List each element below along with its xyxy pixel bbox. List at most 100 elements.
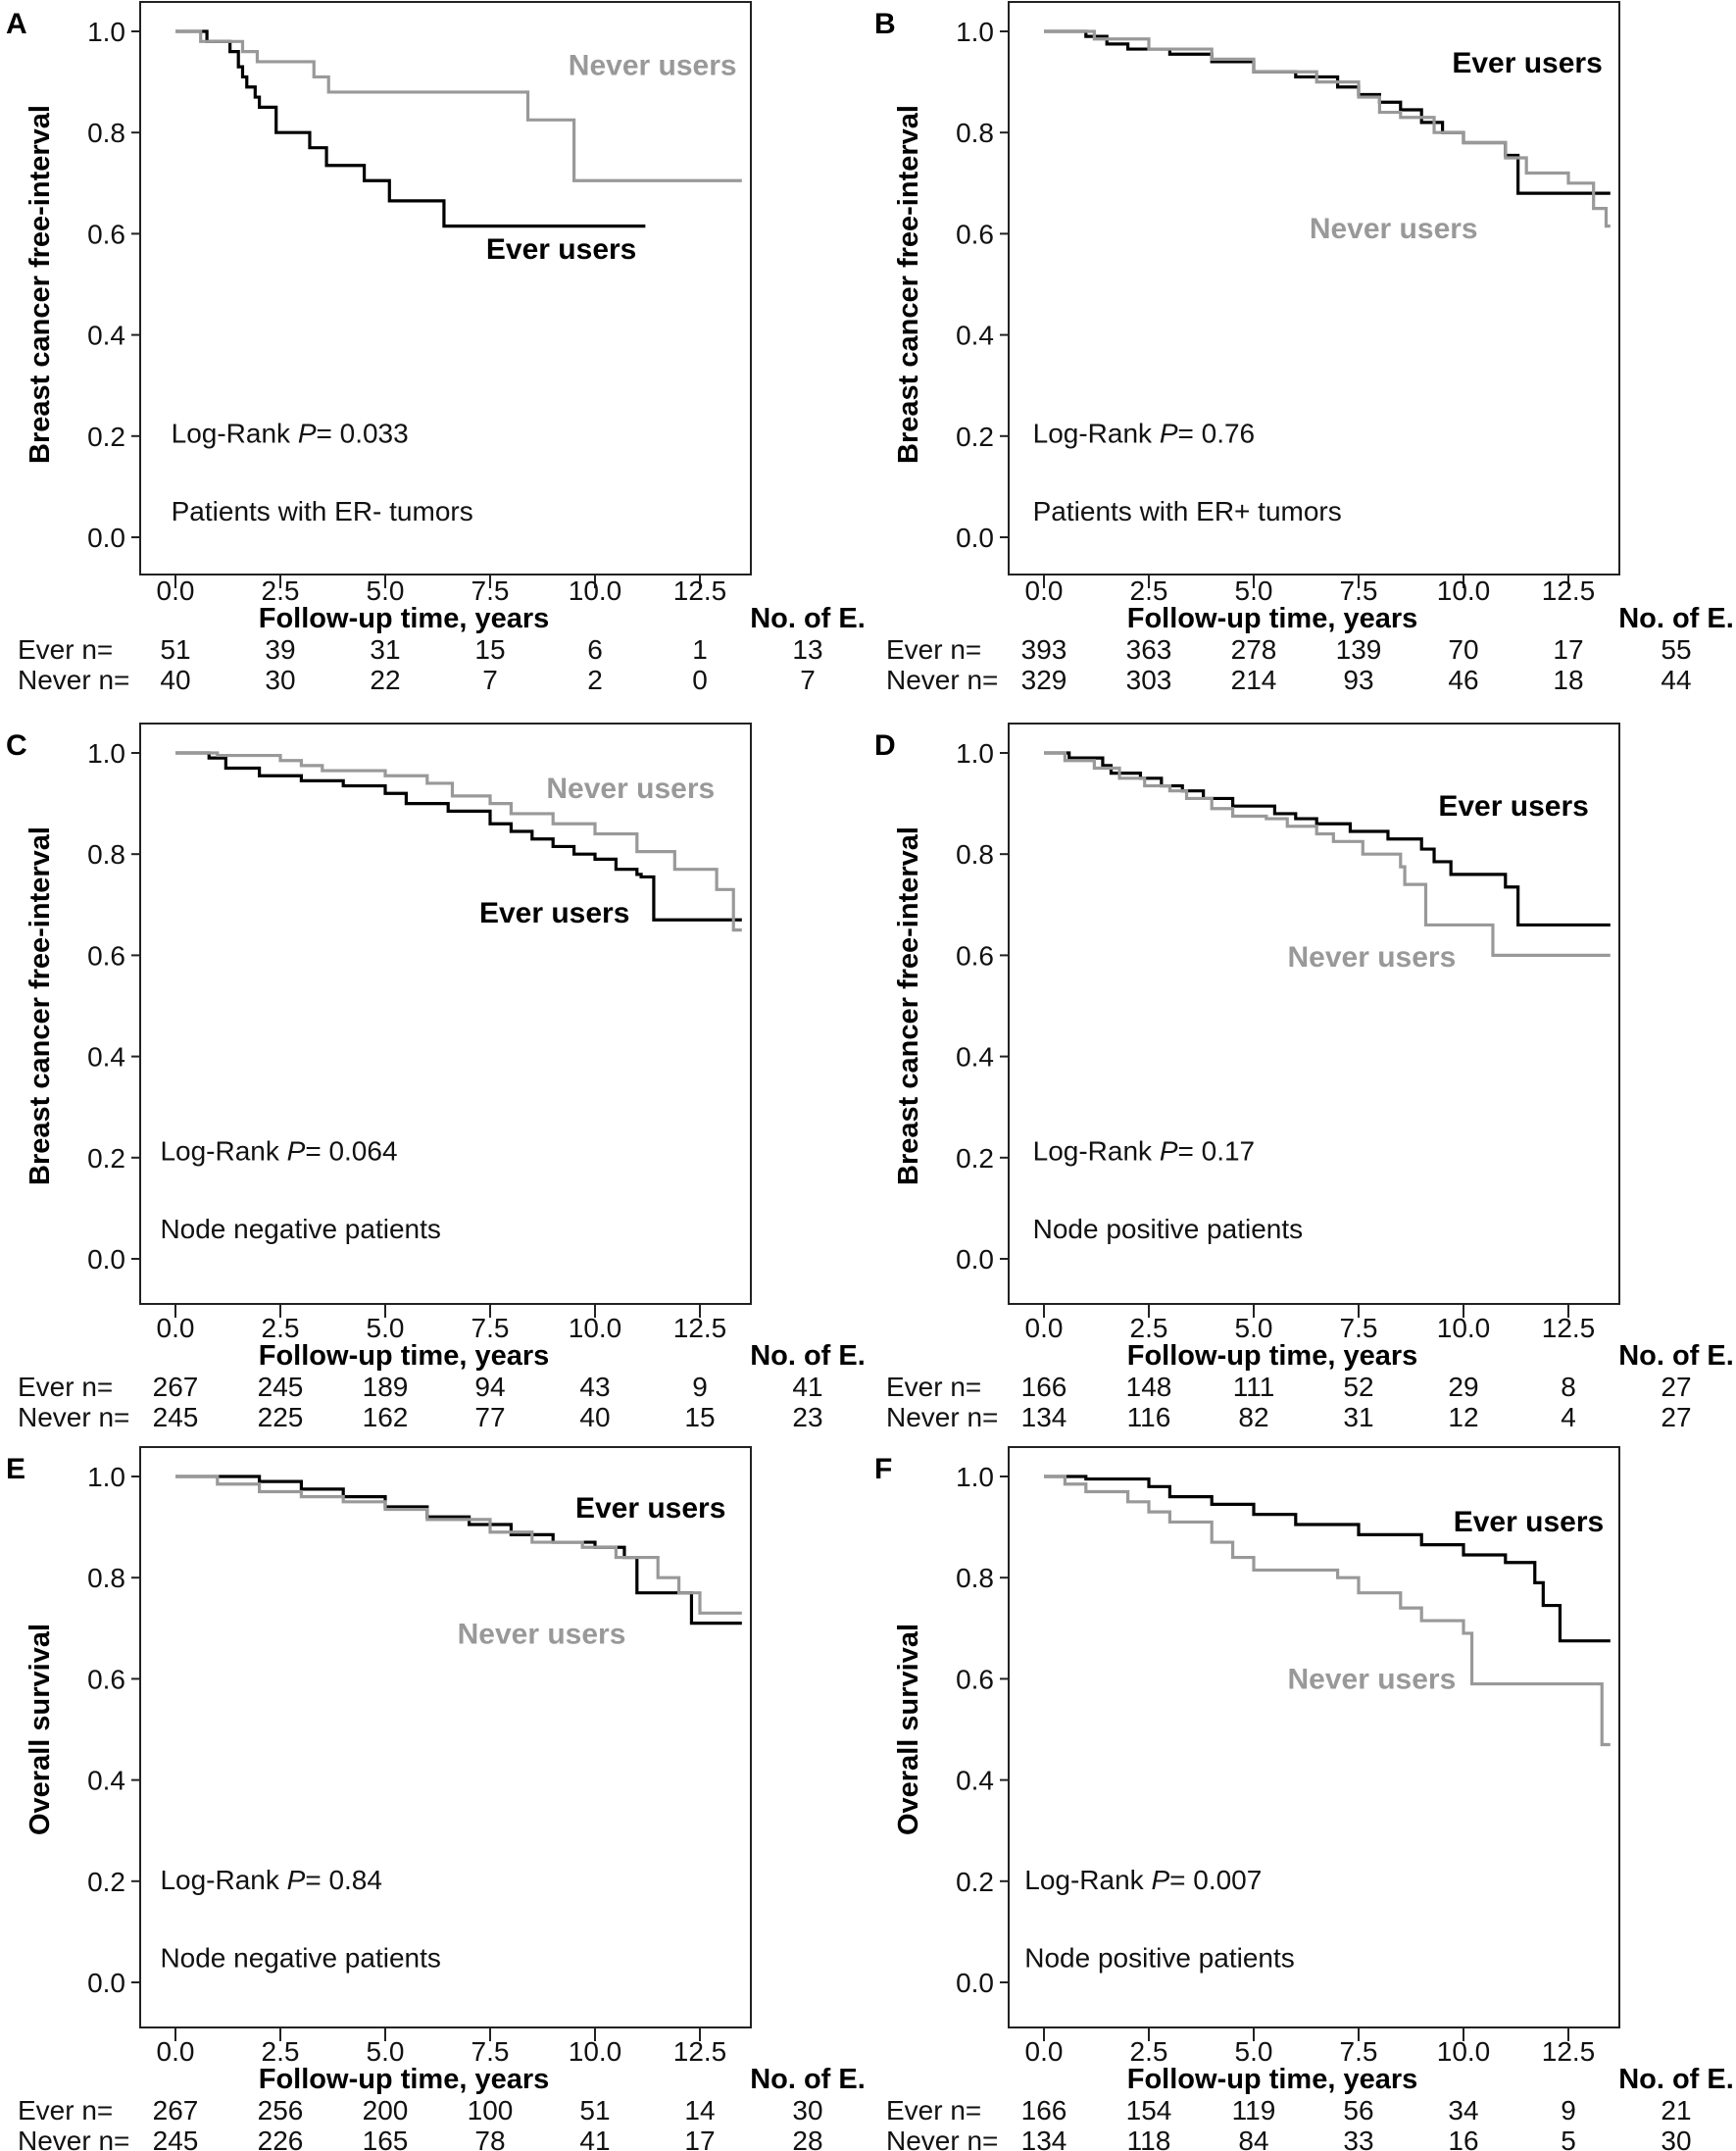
- at-risk-count: 33: [1343, 2126, 1373, 2151]
- y-tick-label: 0.2: [956, 1867, 994, 1897]
- at-risk-count: 22: [370, 665, 400, 695]
- panel-d: D 0.0 0.2 0.4 0.6 0.8 1.0 0.0 2.5 5.0 7.5 10.0 12.5 B…: [874, 723, 1734, 1432]
- at-risk-count: 93: [1343, 665, 1373, 695]
- y-axis-title: Breast cancer free-interval: [893, 826, 924, 1185]
- at-risk-count: 17: [684, 2126, 715, 2151]
- p-label: P: [1160, 418, 1178, 448]
- x-tick-label: 12.5: [1542, 1313, 1596, 1343]
- risk-row-label: Ever n=: [18, 1372, 113, 1402]
- x-axis-title: Follow-up time, years: [259, 1340, 550, 1372]
- at-risk-count: 12: [1448, 1402, 1478, 1432]
- events-count: 30: [1661, 2126, 1691, 2151]
- x-tick-label: 2.5: [262, 1313, 300, 1343]
- plot-frame: [1008, 1, 1620, 575]
- y-tick-label: 0.0: [87, 1244, 125, 1275]
- log-rank-annotation: Log-Rank P= 0.033: [172, 418, 409, 448]
- survival-curve-never-users: [1044, 29, 1611, 228]
- events-count: 23: [792, 1402, 822, 1432]
- p-label: P: [1160, 1135, 1178, 1166]
- log-rank-label: Log-Rank: [1033, 418, 1160, 448]
- at-risk-count: 51: [160, 634, 190, 665]
- log-rank-annotation: Log-Rank P= 0.17: [1033, 1135, 1256, 1166]
- x-tick-label: 7.5: [1340, 2036, 1378, 2067]
- survival-curve-ever-users: [1044, 751, 1611, 927]
- x-axis-title: Follow-up time, years: [1127, 2064, 1418, 2095]
- x-tick-label: 0.0: [1025, 1313, 1064, 1343]
- x-tick-label: 12.5: [673, 1313, 727, 1343]
- y-tick-label: 0.0: [956, 523, 994, 553]
- y-tick-label: 0.8: [87, 1563, 125, 1593]
- x-tick-label: 2.5: [1130, 2036, 1168, 2067]
- y-tick-label: 0.0: [956, 1244, 994, 1275]
- y-tick-label: 0.2: [956, 422, 994, 452]
- x-tick-label: 10.0: [1437, 1313, 1491, 1343]
- y-tick-label: 0.4: [87, 321, 125, 351]
- at-risk-count: 214: [1231, 665, 1277, 695]
- events-count: 28: [792, 2126, 822, 2151]
- y-tick-label: 0.0: [87, 1968, 125, 1998]
- at-risk-count: 6: [587, 634, 603, 665]
- x-tick-label: 7.5: [1340, 575, 1378, 606]
- p-value: = 0.033: [317, 418, 409, 448]
- plot-frame: [139, 1, 752, 575]
- at-risk-count: 51: [579, 2095, 610, 2126]
- x-tick-label: 10.0: [1437, 575, 1491, 606]
- x-axis-title: Follow-up time, years: [259, 603, 550, 634]
- events-count: 7: [800, 665, 816, 695]
- events-count: 41: [792, 1372, 822, 1402]
- x-tick-label: 5.0: [367, 2036, 405, 2067]
- p-label: P: [287, 1135, 306, 1166]
- at-risk-count: 267: [153, 1372, 199, 1402]
- y-tick-label: 0.2: [87, 1143, 125, 1174]
- y-tick-label: 0.8: [87, 118, 125, 148]
- log-rank-label: Log-Rank: [1024, 1865, 1151, 1895]
- x-tick-label: 10.0: [1437, 2036, 1491, 2067]
- x-tick-label: 12.5: [673, 575, 727, 606]
- at-risk-count: 116: [1127, 1402, 1171, 1432]
- risk-row-label: Ever n=: [886, 2095, 981, 2126]
- y-tick-label: 0.2: [87, 1867, 125, 1897]
- panel-letter: D: [874, 729, 896, 762]
- y-axis-title: Overall survival: [25, 1624, 56, 1835]
- survival-curve-ever-users: [175, 751, 742, 922]
- x-tick-label: 5.0: [1235, 2036, 1273, 2067]
- y-tick-label: 0.4: [956, 1042, 994, 1073]
- log-rank-annotation: Log-Rank P= 0.76: [1033, 418, 1256, 448]
- at-risk-count: 118: [1127, 2126, 1171, 2151]
- patient-subgroup-label: Node negative patients: [160, 1214, 440, 1244]
- panel-letter: C: [6, 729, 27, 762]
- y-tick-label: 1.0: [87, 738, 125, 769]
- p-label: P: [1151, 1865, 1169, 1895]
- at-risk-count: 4: [1561, 1402, 1576, 1432]
- panel-e: E 0.0 0.2 0.4 0.6 0.8 1.0 0.0 2.5 5.0 7.5 10.0 12.5 O…: [6, 1446, 866, 2151]
- legend-never-users: Never users: [1287, 1663, 1456, 1695]
- at-risk-count: 46: [1448, 665, 1478, 695]
- p-value: = 0.76: [1178, 418, 1256, 448]
- survival-curve-never-users: [1044, 1475, 1611, 1747]
- x-tick-label: 2.5: [1130, 575, 1168, 606]
- legend-never-users: Never users: [1310, 213, 1478, 245]
- x-tick-label: 12.5: [673, 2036, 727, 2067]
- at-risk-count: 56: [1343, 2095, 1373, 2126]
- survival-curve-never-users: [175, 29, 742, 182]
- at-risk-count: 139: [1336, 634, 1382, 665]
- x-axis-title: Follow-up time, years: [259, 2064, 550, 2095]
- p-value: = 0.064: [305, 1135, 397, 1166]
- events-count: 21: [1661, 2095, 1691, 2126]
- log-rank-label: Log-Rank: [160, 1135, 286, 1166]
- events-count: 27: [1661, 1372, 1691, 1402]
- y-axis-title: Breast cancer free-interval: [25, 826, 56, 1185]
- y-tick-label: 0.0: [956, 1968, 994, 1998]
- risk-row-label: Ever n=: [18, 634, 113, 665]
- at-risk-count: 34: [1448, 2095, 1478, 2126]
- x-tick-label: 10.0: [569, 1313, 622, 1343]
- y-tick-label: 0.6: [956, 219, 994, 249]
- at-risk-count: 29: [1448, 1372, 1478, 1402]
- y-axis-title: Breast cancer free-interval: [893, 105, 924, 464]
- risk-row-label: Never n=: [886, 1402, 998, 1432]
- x-tick-label: 5.0: [367, 575, 405, 606]
- at-risk-count: 2: [587, 665, 603, 695]
- x-tick-label: 0.0: [1025, 575, 1064, 606]
- at-risk-count: 166: [1021, 2095, 1067, 2126]
